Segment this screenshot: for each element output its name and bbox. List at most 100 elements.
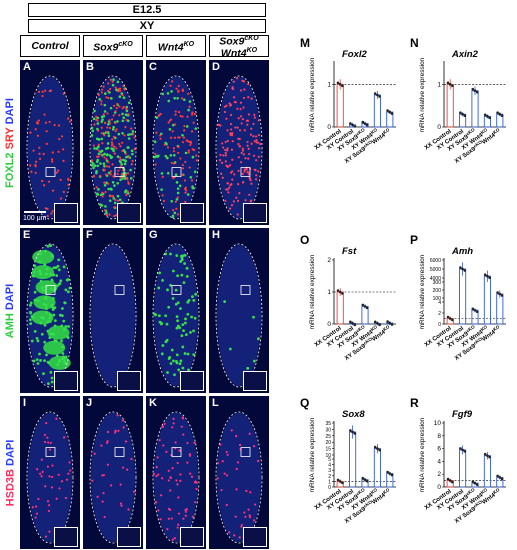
scale-bar	[24, 211, 46, 213]
chart-title: Amh	[451, 246, 473, 257]
micrograph-panel: J	[83, 396, 143, 549]
data-point	[373, 92, 377, 95]
data-point	[461, 448, 464, 452]
y-tick-label: 1	[327, 289, 331, 296]
chart-title: Sox8	[342, 409, 365, 420]
chart-letter: N	[410, 36, 419, 50]
panel-letter: J	[86, 397, 93, 409]
data-point	[451, 480, 454, 484]
data-point	[496, 291, 499, 294]
panel-letter: E	[23, 229, 31, 241]
zoom-inset	[54, 527, 78, 547]
zoom-inset	[117, 203, 141, 223]
bar	[496, 293, 504, 325]
panel-letter: L	[212, 397, 219, 409]
bar-chart-fst: O Fst mRNA relative expression 0 1 2 XX Contro…	[298, 232, 406, 387]
y-tick-label: 1	[327, 81, 331, 88]
panel-letter: D	[212, 61, 220, 73]
data-point	[448, 83, 452, 86]
data-point	[338, 290, 342, 294]
panel-letter: A	[23, 61, 31, 73]
data-point	[341, 481, 344, 485]
panel-letter: G	[149, 229, 158, 241]
zoom-inset	[243, 527, 267, 547]
chart-title: Fst	[342, 246, 357, 257]
data-point	[353, 125, 357, 128]
y-tick-label: 30	[325, 427, 331, 433]
y-tick-label: 5	[328, 457, 331, 463]
data-point	[459, 447, 462, 450]
data-point	[378, 448, 381, 452]
y-tick-label: 3	[328, 468, 331, 474]
zoom-inset	[117, 371, 141, 391]
y-tick-label: 15	[325, 447, 331, 453]
data-point	[351, 322, 354, 325]
y-tick-label: 0	[328, 485, 331, 491]
micrograph-panel: D	[209, 60, 269, 225]
data-point	[451, 318, 454, 322]
data-point	[446, 315, 450, 319]
data-point	[386, 470, 389, 474]
micrograph-panel: K	[146, 396, 206, 549]
chart-letter: M	[300, 36, 310, 50]
panel-letter: B	[86, 61, 94, 73]
data-point	[365, 479, 369, 483]
chart-letter: Q	[300, 396, 309, 410]
zoom-inset	[180, 203, 204, 223]
micrograph-panel: G	[146, 228, 206, 393]
data-point	[390, 112, 394, 115]
scale-bar-label: 100 μm	[23, 215, 47, 222]
data-point	[496, 474, 499, 478]
data-point	[388, 472, 392, 475]
y-tick-label: 6000	[430, 258, 441, 264]
data-point	[376, 447, 379, 450]
column-header-double-ko: Sox9cKO Wnt4KO	[209, 35, 269, 59]
y-tick-label: 1	[437, 81, 441, 88]
data-point	[473, 89, 477, 93]
column-header-wnt4ko: Wnt4KO	[146, 35, 206, 57]
bar	[483, 455, 491, 488]
y-tick-label: 0	[437, 124, 441, 131]
zoom-inset	[54, 203, 78, 223]
data-point	[500, 477, 504, 481]
data-point	[483, 113, 487, 117]
data-point	[500, 294, 504, 297]
data-point	[349, 429, 352, 432]
bar	[349, 431, 357, 488]
row-label-amh-dapi: AMH DAPI	[4, 283, 16, 338]
data-point	[351, 123, 354, 127]
data-point	[471, 307, 475, 311]
data-point	[483, 452, 487, 456]
y-tick-label: 4000	[430, 276, 441, 282]
data-point	[486, 115, 489, 118]
y-tick-label: 5000	[430, 267, 441, 273]
data-point	[475, 310, 479, 314]
chart-title: Axin2	[451, 49, 479, 60]
data-point	[349, 320, 352, 324]
data-point	[451, 84, 454, 88]
bar-chart-fgf9: R Fgf9 mRNA relative expression 0 2 4 6 8 10 XX C…	[408, 395, 516, 550]
y-axis-label: mRNA relative expression	[419, 57, 426, 132]
data-point	[363, 122, 367, 125]
data-point	[475, 90, 479, 94]
y-tick-label: 2	[328, 474, 331, 480]
bar	[471, 90, 479, 128]
data-point	[373, 320, 377, 324]
data-point	[500, 114, 504, 117]
data-point	[488, 455, 491, 459]
bar	[459, 268, 467, 325]
data-point	[336, 478, 340, 482]
panel-letter: C	[149, 61, 157, 73]
data-point	[488, 276, 491, 279]
micrograph-panel: E	[20, 228, 80, 393]
micrograph-panel: L	[209, 396, 269, 549]
data-point	[388, 321, 392, 325]
data-point	[483, 273, 487, 276]
data-point	[365, 306, 369, 310]
bar-chart-foxl2: M Foxl2 mRNA relative expression 0 1 XX Contr…	[298, 35, 406, 190]
y-tick-label: 25	[325, 434, 331, 440]
micrograph-panel: H	[209, 228, 269, 393]
data-point	[365, 123, 369, 127]
bar	[336, 83, 344, 128]
data-point	[361, 303, 365, 307]
